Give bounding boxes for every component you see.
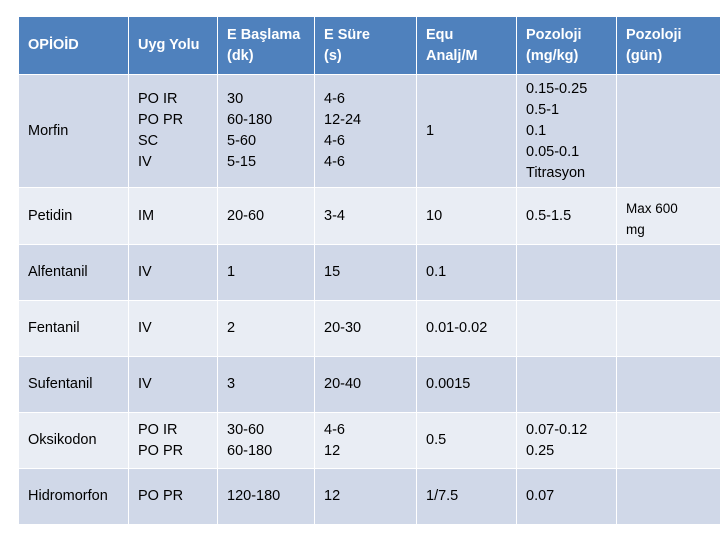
dose-day-cell bbox=[616, 412, 720, 469]
table-row: Sufentanil IV 3 20-40 0.0015 bbox=[18, 356, 720, 413]
dose-mgkg-cell: 0.5-1.5 bbox=[516, 187, 617, 245]
table-header-row: OPİOİD Uyg Yolu E Başlama (dk) E Süre (s) … bbox=[18, 16, 720, 75]
onset-cell: 30 60-180 5-60 5-15 bbox=[217, 74, 315, 188]
route-cell: IV bbox=[128, 244, 218, 301]
header-onset: E Başlama (dk) bbox=[217, 16, 315, 75]
table-row: Petidin IM 20-60 3-4 10 0.5-1.5 Max 600 m… bbox=[18, 187, 720, 245]
duration-cell: 4-6 12 bbox=[314, 412, 417, 469]
duration-cell: 4-6 12-24 4-6 4-6 bbox=[314, 74, 417, 188]
route-cell: PO PR bbox=[128, 468, 218, 525]
equianalgesic-cell: 0.01-0.02 bbox=[416, 300, 517, 357]
opioid-name-cell: Petidin bbox=[18, 187, 129, 245]
equianalgesic-cell: 1/7.5 bbox=[416, 468, 517, 525]
route-cell: IV bbox=[128, 300, 218, 357]
onset-cell: 20-60 bbox=[217, 187, 315, 245]
duration-cell: 20-40 bbox=[314, 356, 417, 413]
route-cell: IV bbox=[128, 356, 218, 413]
onset-cell: 30-60 60-180 bbox=[217, 412, 315, 469]
dose-day-cell bbox=[616, 468, 720, 525]
opioid-name-cell: Alfentanil bbox=[18, 244, 129, 301]
onset-cell: 2 bbox=[217, 300, 315, 357]
opioid-name-cell: Fentanil bbox=[18, 300, 129, 357]
dose-day-cell bbox=[616, 244, 720, 301]
route-cell: IM bbox=[128, 187, 218, 245]
dose-day-cell: Max 600 mg bbox=[616, 187, 720, 245]
header-opioid: OPİOİD bbox=[18, 16, 129, 75]
duration-cell: 12 bbox=[314, 468, 417, 525]
header-route: Uyg Yolu bbox=[128, 16, 218, 75]
dose-mgkg-cell bbox=[516, 300, 617, 357]
equianalgesic-cell: 1 bbox=[416, 74, 517, 188]
dose-mgkg-cell bbox=[516, 244, 617, 301]
header-duration: E Süre (s) bbox=[314, 16, 417, 75]
table-row: Alfentanil IV 1 15 0.1 bbox=[18, 244, 720, 301]
onset-cell: 120-180 bbox=[217, 468, 315, 525]
onset-cell: 3 bbox=[217, 356, 315, 413]
duration-cell: 15 bbox=[314, 244, 417, 301]
dose-mgkg-cell bbox=[516, 356, 617, 413]
dose-day-cell bbox=[616, 300, 720, 357]
equianalgesic-cell: 0.1 bbox=[416, 244, 517, 301]
table-row: Hidromorfon PO PR 120-180 12 1/7.5 0.07 bbox=[18, 468, 720, 525]
dose-day-cell bbox=[616, 74, 720, 188]
dose-mgkg-cell: 0.07 bbox=[516, 468, 617, 525]
duration-cell: 3-4 bbox=[314, 187, 417, 245]
route-cell: PO IR PO PR SC IV bbox=[128, 74, 218, 188]
dose-mgkg-cell: 0.15-0.25 0.5-1 0.1 0.05-0.1 Titrasyon bbox=[516, 74, 617, 188]
onset-cell: 1 bbox=[217, 244, 315, 301]
header-equianalgesic: Equ Analj/M bbox=[416, 16, 517, 75]
equianalgesic-cell: 0.5 bbox=[416, 412, 517, 469]
dose-mgkg-cell: 0.07-0.12 0.25 bbox=[516, 412, 617, 469]
dose-day-cell bbox=[616, 356, 720, 413]
header-dose-day: Pozoloji (gün) bbox=[616, 16, 720, 75]
table-row: Oksikodon PO IR PO PR 30-60 60-180 4-6 12 0… bbox=[18, 412, 720, 469]
duration-cell: 20-30 bbox=[314, 300, 417, 357]
equianalgesic-cell: 10 bbox=[416, 187, 517, 245]
opioid-name-cell: Sufentanil bbox=[18, 356, 129, 413]
opioid-table: OPİOİD Uyg Yolu E Başlama (dk) E Süre (s) … bbox=[18, 16, 720, 525]
opioid-name-cell: Hidromorfon bbox=[18, 468, 129, 525]
table-row: Fentanil IV 2 20-30 0.01-0.02 bbox=[18, 300, 720, 357]
opioid-name-cell: Oksikodon bbox=[18, 412, 129, 469]
opioid-name-cell: Morfin bbox=[18, 74, 129, 188]
table-row: Morfin PO IR PO PR SC IV 30 60-180 5-60 5-15 4… bbox=[18, 74, 720, 188]
header-dose-mgkg: Pozoloji (mg/kg) bbox=[516, 16, 617, 75]
route-cell: PO IR PO PR bbox=[128, 412, 218, 469]
equianalgesic-cell: 0.0015 bbox=[416, 356, 517, 413]
